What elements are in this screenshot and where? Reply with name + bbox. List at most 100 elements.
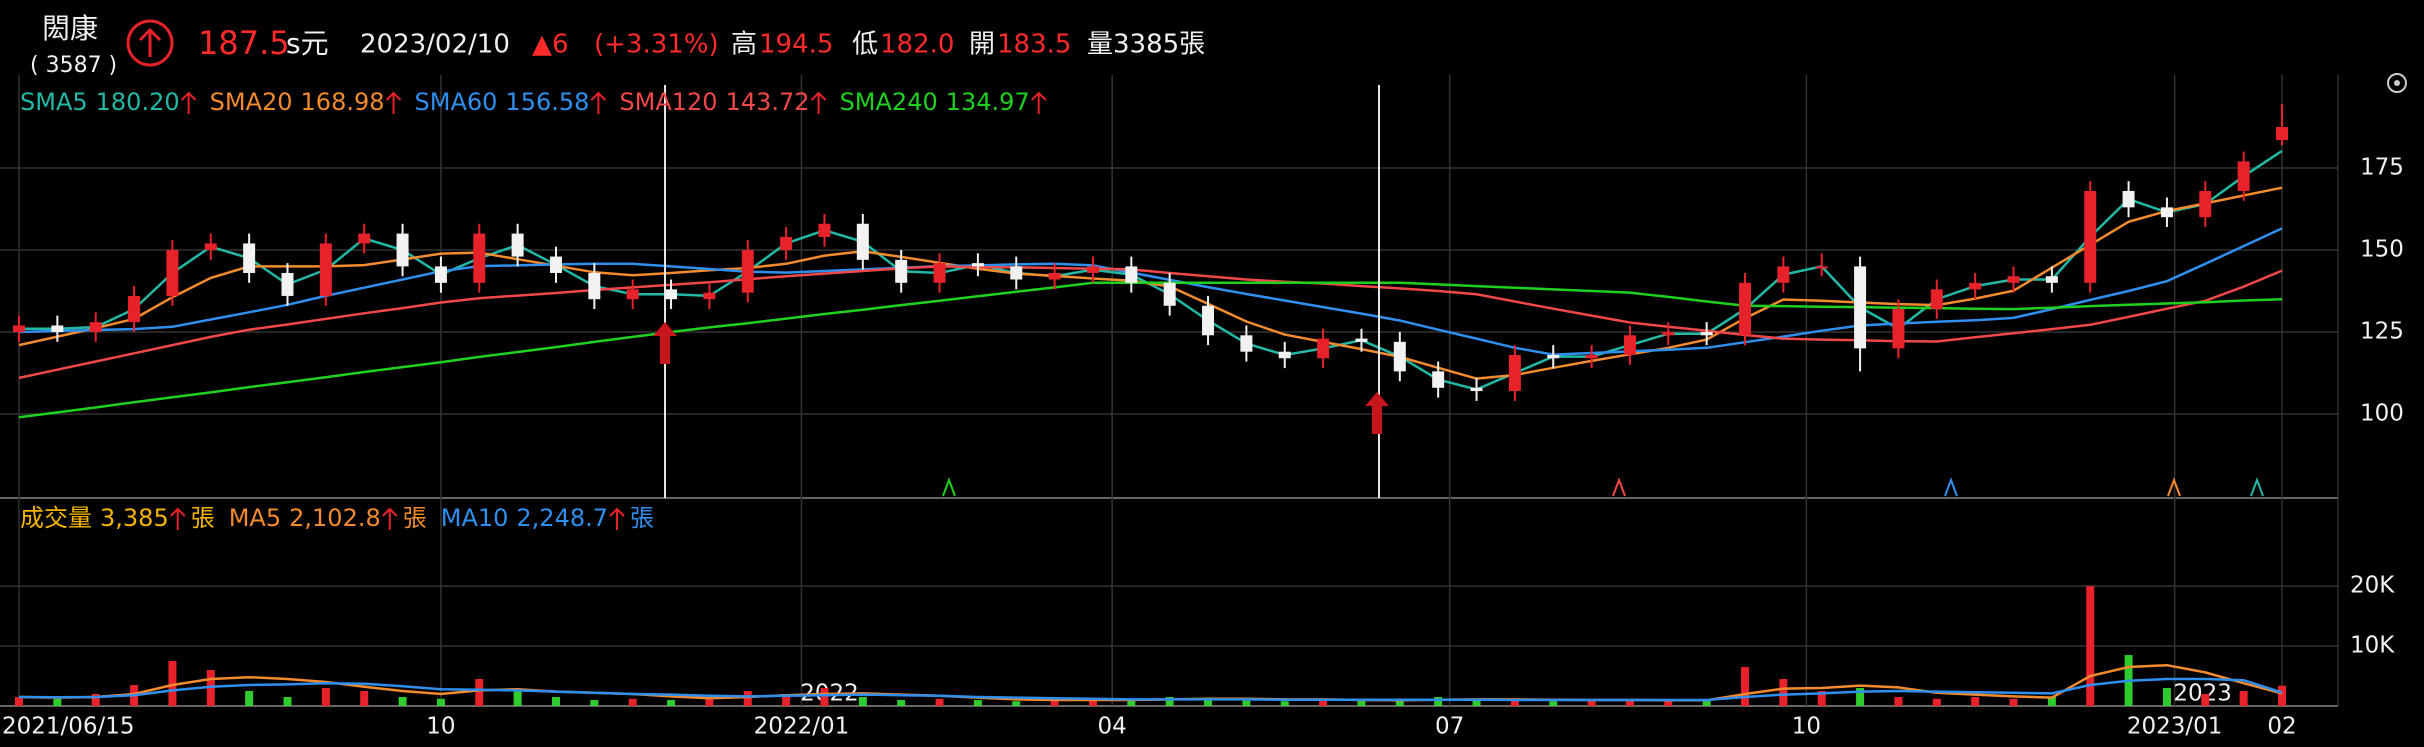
candle-body: [1662, 332, 1675, 336]
candle-body: [1163, 282, 1176, 306]
currency: s元: [286, 27, 329, 60]
candle-body: [818, 223, 831, 237]
candle-body: [1125, 266, 1138, 283]
buy-signal: [1365, 392, 1389, 434]
volume-bar: [2047, 697, 2056, 706]
candle-body: [549, 256, 562, 273]
trend-arrow: [609, 507, 625, 530]
volume-bar: [1549, 701, 1558, 706]
volume-bar: [667, 700, 676, 706]
sma-line: [18, 265, 2283, 380]
volume-bar: [398, 697, 407, 706]
volume-bar: [360, 691, 369, 706]
candle-body: [2084, 190, 2097, 283]
y-tick-label: 150: [2360, 237, 2404, 263]
volume-bar: [436, 698, 445, 706]
volume-bar: [973, 700, 982, 706]
candle-body: [895, 259, 908, 283]
candle-body: [1585, 354, 1598, 359]
candle-body: [166, 250, 179, 296]
trend-arrow: [590, 91, 607, 114]
change-pct: (+3.31%): [594, 30, 719, 60]
volume-bar: [475, 679, 484, 706]
legend-name: SMA20: [210, 88, 293, 116]
volume-bar: [705, 697, 714, 706]
legend-name: 成交量: [20, 504, 92, 532]
x-tick-label: 2021/06/15: [2, 714, 135, 740]
volume-bar: [513, 691, 522, 706]
candle-body: [1240, 335, 1253, 352]
settings-icon[interactable]: [2387, 73, 2407, 93]
volume-bar: [590, 700, 599, 706]
legend-name: SMA60: [415, 88, 498, 116]
trend-arrow: [180, 91, 197, 114]
volume-bar: [1127, 700, 1136, 706]
volume-total: 量3385張: [1087, 30, 1205, 60]
legend-value: 134.97: [946, 88, 1030, 116]
volume-bar: [1088, 698, 1097, 706]
candle-body: [1969, 282, 1982, 290]
volume-bar: [2086, 586, 2095, 706]
stock-name: 閎康: [42, 12, 98, 45]
volume-bar: [1779, 679, 1788, 706]
change: ▲6: [532, 30, 569, 60]
candle-body: [2276, 126, 2288, 141]
volume-bar: [2201, 694, 2210, 706]
y2-tick-label: 10K: [2350, 633, 2395, 659]
candle-body: [396, 233, 409, 267]
volume-bar: [1625, 700, 1634, 706]
volume-bar: [1050, 700, 1059, 706]
volume-bar: [1971, 697, 1980, 706]
candle-body: [1202, 305, 1215, 336]
x-tick-label: 10: [1792, 714, 1821, 740]
volume-bar: [321, 688, 330, 706]
low: 182.0: [880, 30, 954, 60]
candle-body: [1470, 387, 1483, 392]
candle-body: [626, 289, 639, 300]
candle-body: [1547, 354, 1560, 359]
trend-arrow: [1031, 91, 1047, 114]
legend-value: 143.72: [726, 88, 810, 116]
volume-bar: [1664, 700, 1673, 706]
volume-bar: [551, 697, 560, 706]
legend-value: 3,385: [100, 504, 169, 532]
legend-value: 2,102.8: [289, 504, 381, 532]
candle-body: [1393, 341, 1406, 372]
legend-name: SMA240: [840, 88, 938, 116]
volume-bar: [858, 697, 867, 706]
volume-bar: [1319, 700, 1328, 706]
legend-unit: 張: [630, 504, 654, 532]
candle-body: [1278, 351, 1291, 359]
volume-bar: [1280, 701, 1289, 706]
candle-body: [856, 223, 869, 260]
trend-arrow: [810, 91, 827, 114]
candle-body: [971, 263, 984, 267]
candle-body: [128, 295, 141, 323]
candle-body: [933, 263, 946, 283]
candle-body: [1508, 354, 1521, 392]
buy-signal: [653, 322, 677, 364]
volume-bar: [1932, 698, 1941, 706]
candle-body: [243, 243, 256, 273]
candle-body: [2045, 276, 2058, 283]
grid: 100 125 150 175 10K 20K 2021/06/15 10 2022/01 04 0…: [0, 75, 2404, 740]
candle-body: [1623, 335, 1636, 355]
candle-body: [2199, 190, 2212, 218]
candle-body: [1432, 371, 1445, 388]
candle-body: [1815, 266, 1828, 269]
high-label: 高: [731, 30, 757, 60]
candle-body: [51, 325, 64, 333]
x-tick-label: 2022/01: [754, 714, 850, 740]
candle-body: [665, 289, 678, 300]
volume-bar: [935, 698, 944, 706]
volume-bar: [1702, 700, 1711, 706]
trend-arrow: [382, 507, 398, 530]
x-tick-label: 04: [1098, 714, 1127, 740]
trend-arrow: [385, 91, 402, 114]
settings-icon-dot: [2394, 80, 2400, 86]
sma-line: [18, 281, 2283, 419]
candle-body: [741, 250, 754, 293]
legend-name: SMA5: [20, 88, 88, 116]
volume-ma-line: [18, 677, 2283, 702]
volume-bar: [1434, 697, 1443, 706]
